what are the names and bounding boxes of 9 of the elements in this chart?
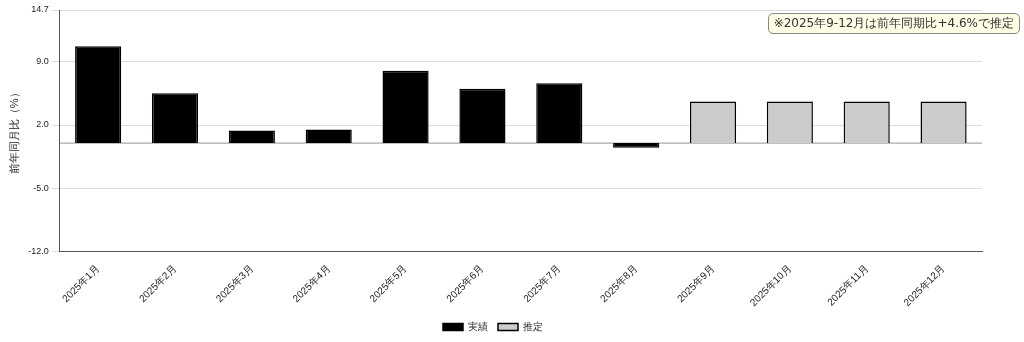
annotation: ※2025年9-12月は前年同期比+4.6%で推定 bbox=[767, 13, 1020, 34]
legend-label: 推定 bbox=[523, 320, 543, 332]
y-tick-label: 2.0 bbox=[36, 119, 49, 130]
y-axis-title: 前年同月比（%） bbox=[7, 87, 20, 175]
y-tick-label: -5.0 bbox=[33, 182, 49, 193]
y-tick-label: 9.0 bbox=[36, 56, 49, 67]
legend-label: 実績 bbox=[468, 320, 488, 332]
y-tick-label: 14.7 bbox=[31, 4, 49, 15]
y-tick-label: -12.0 bbox=[28, 246, 49, 257]
